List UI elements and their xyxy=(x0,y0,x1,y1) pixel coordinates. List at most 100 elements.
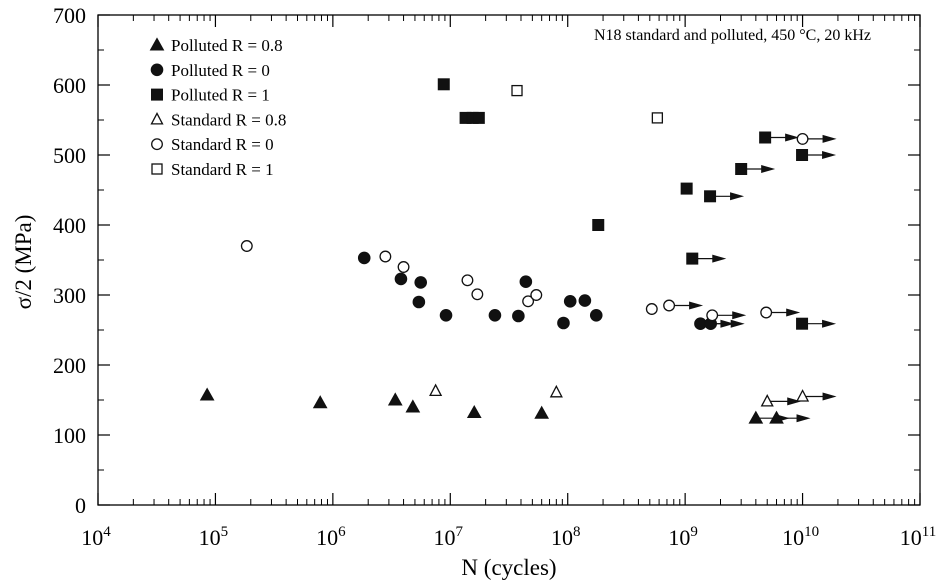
legend: Polluted R = 0.8 Polluted R = 0 Polluted R… xyxy=(149,36,286,179)
data-point-polluted-r-0-8 xyxy=(405,399,421,413)
x-tick-label: 105 xyxy=(199,524,229,550)
x-tick-labels-group: 104 105 106 107 108 109 1010 1011 xyxy=(81,524,936,550)
data-point-standard-r-0 xyxy=(706,309,719,322)
runout-arrow-head xyxy=(712,254,727,263)
x-tick-label: 104 xyxy=(81,524,111,550)
data-point-standard-r-0 xyxy=(645,303,658,315)
data-point-polluted-r-0 xyxy=(578,294,592,307)
data-point-standard-r-0 xyxy=(240,240,253,252)
y-tick-label: 300 xyxy=(53,283,86,308)
data-point-standard-r-1 xyxy=(651,112,664,124)
x-tick-label: 109 xyxy=(668,524,698,550)
data-point-polluted-r-0 xyxy=(357,251,371,265)
data-point-polluted-r-1 xyxy=(704,190,717,203)
data-point-polluted-r-0 xyxy=(439,309,453,322)
legend-label-standard-r-0-8: Standard R = 0.8 xyxy=(171,110,286,129)
data-point-polluted-r-0-8 xyxy=(769,410,784,424)
data-point-polluted-r-1 xyxy=(759,131,772,144)
data-point-polluted-r-0 xyxy=(414,276,428,289)
runout-arrow-head xyxy=(822,151,837,159)
runout-arrow-head xyxy=(786,308,801,317)
legend-label-standard-r-0: Standard R = 0 xyxy=(171,135,274,154)
data-point-standard-r-0 xyxy=(461,274,474,287)
runout-arrow-head xyxy=(787,397,802,406)
y-tick-label: 700 xyxy=(53,3,86,28)
data-point-polluted-r-0-8 xyxy=(387,392,403,406)
x-axis-label: N (cycles) xyxy=(461,555,556,580)
data-point-standard-r-0-8 xyxy=(549,384,563,398)
data-point-standard-r-0 xyxy=(379,250,392,263)
x-tick-label: 1011 xyxy=(900,524,936,550)
x-tick-label: 107 xyxy=(434,524,464,550)
x-tick-label: 108 xyxy=(551,524,581,550)
runout-arrow-head xyxy=(730,192,745,201)
data-point-polluted-r-0-8 xyxy=(199,387,215,401)
legend-marker-polluted-r-0 xyxy=(150,63,164,77)
runout-arrow-head xyxy=(730,319,745,328)
data-point-polluted-r-0 xyxy=(488,309,502,322)
x-tick-label: 1010 xyxy=(782,524,819,550)
legend-label-polluted-r-0-8: Polluted R = 0.8 xyxy=(171,36,283,55)
y-axis-label: σ/2 (MPa) xyxy=(11,215,36,310)
data-point-polluted-r-0-8 xyxy=(534,405,550,419)
data-point-polluted-r-1 xyxy=(592,219,605,231)
chart-annotation: N18 standard and polluted, 450 °C, 20 kH… xyxy=(594,27,871,44)
runout-arrow-head xyxy=(822,319,837,328)
y-tick-labels-group: 0 100 200 300 400 500 600 700 xyxy=(53,3,86,518)
data-point-standard-r-0-8 xyxy=(760,393,774,407)
runout-arrow-head xyxy=(689,301,704,310)
data-point-polluted-r-1 xyxy=(680,182,693,195)
y-tick-label: 0 xyxy=(75,493,86,518)
runout-arrow-head xyxy=(822,392,837,401)
data-point-polluted-r-0 xyxy=(394,272,408,286)
legend-marker-standard-r-0 xyxy=(151,138,163,151)
data-point-standard-r-0 xyxy=(471,288,484,301)
data-point-polluted-r-1 xyxy=(686,252,699,265)
legend-label-standard-r-1: Standard R = 1 xyxy=(171,160,274,179)
data-point-polluted-r-0 xyxy=(557,316,570,330)
legend-label-polluted-r-1: Polluted R = 1 xyxy=(171,86,270,105)
data-point-polluted-r-0 xyxy=(412,295,426,309)
data-point-standard-r-0 xyxy=(796,132,809,145)
data-point-polluted-r-0 xyxy=(519,275,533,289)
data-point-polluted-r-1 xyxy=(796,317,809,330)
data-point-standard-r-0 xyxy=(760,306,773,319)
data-point-polluted-r-1 xyxy=(472,111,485,124)
data-point-polluted-r-1 xyxy=(796,149,809,161)
data-point-polluted-r-1 xyxy=(437,78,450,91)
y-tick-label: 200 xyxy=(53,353,86,378)
data-point-standard-r-1 xyxy=(511,84,523,97)
y-tick-label: 600 xyxy=(53,73,86,98)
runout-arrow-head xyxy=(822,134,837,143)
data-point-standard-r-0-8 xyxy=(429,383,443,397)
data-point-standard-r-0 xyxy=(663,299,676,312)
y-tick-label: 500 xyxy=(53,143,86,168)
legend-marker-polluted-r-1 xyxy=(151,88,163,101)
axis-ticks-group xyxy=(97,14,921,506)
legend-marker-polluted-r-0-8 xyxy=(149,37,165,51)
data-point-polluted-r-0 xyxy=(563,295,577,308)
y-tick-label: 100 xyxy=(53,423,86,448)
data-point-standard-r-0 xyxy=(397,261,410,273)
runout-arrow-head xyxy=(785,133,800,142)
legend-label-polluted-r-0: Polluted R = 0 xyxy=(171,61,270,80)
data-point-polluted-r-0 xyxy=(589,309,603,322)
data-point-polluted-r-0-8 xyxy=(466,404,482,419)
data-point-polluted-r-0-8 xyxy=(748,410,764,424)
data-point-polluted-r-0 xyxy=(512,309,525,323)
data-point-standard-r-0 xyxy=(530,289,543,301)
legend-marker-standard-r-0-8 xyxy=(150,111,164,125)
data-points-group xyxy=(199,78,810,424)
data-point-polluted-r-0-8 xyxy=(312,395,328,409)
data-point-standard-r-0 xyxy=(522,295,535,308)
runout-arrow-head xyxy=(732,311,747,320)
runout-arrow-head xyxy=(761,165,776,173)
legend-marker-standard-r-1 xyxy=(151,163,163,175)
y-tick-label: 400 xyxy=(53,213,86,238)
data-point-polluted-r-1 xyxy=(735,163,748,175)
x-tick-label: 106 xyxy=(316,524,346,550)
data-point-standard-r-0-8 xyxy=(795,389,810,402)
runout-arrow-head xyxy=(796,414,811,423)
runout-arrows-group xyxy=(669,133,837,423)
